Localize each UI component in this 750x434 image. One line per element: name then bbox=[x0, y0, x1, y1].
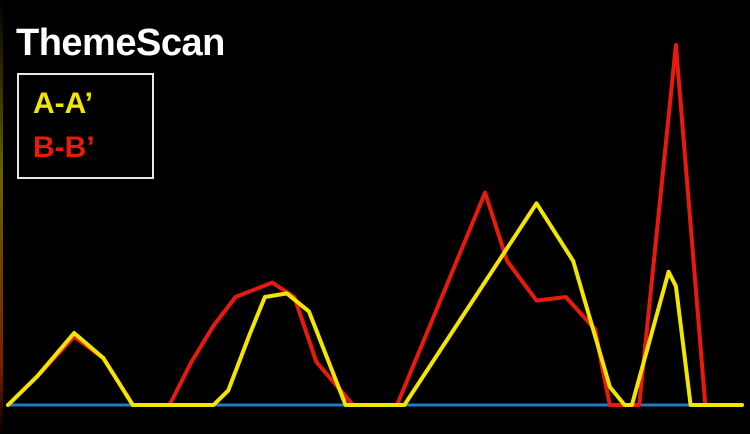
legend-entry-a-a: A-A’ bbox=[33, 87, 93, 120]
series-line-a-a bbox=[6, 201, 744, 407]
left-edge-strip bbox=[0, 0, 3, 434]
chart-title: ThemeScan bbox=[16, 22, 225, 64]
legend: A-A’ B-B’ bbox=[17, 73, 154, 179]
legend-entry-b-b: B-B’ bbox=[33, 131, 95, 164]
